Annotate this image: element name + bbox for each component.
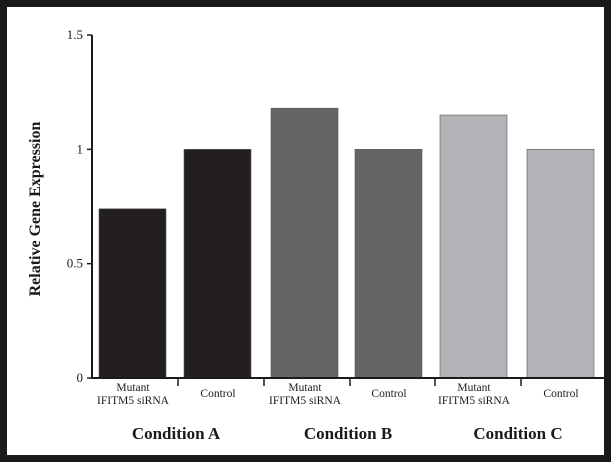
category-label: Mutant <box>457 382 491 394</box>
group-label: Condition B <box>304 424 392 443</box>
category-label: Mutant <box>116 382 150 394</box>
bar-2-1 <box>270 107 339 379</box>
bar-1-2 <box>183 149 252 379</box>
category-label: Control <box>200 388 235 400</box>
y-axis-title: Relative Gene Expression <box>27 122 44 297</box>
category-label: IFITM5 siRNA <box>438 395 511 407</box>
category-label: Mutant <box>288 382 322 394</box>
y-tick-label: 1 <box>77 141 84 156</box>
category-label: IFITM5 siRNA <box>97 395 170 407</box>
category-label: Control <box>543 388 578 400</box>
y-tick-label: 0.5 <box>67 256 83 271</box>
bar-3-1 <box>439 114 508 379</box>
category-label: Control <box>371 388 406 400</box>
y-tick-label: 1.5 <box>67 27 83 42</box>
group-label: Condition C <box>473 424 562 443</box>
category-label: IFITM5 siRNA <box>269 395 342 407</box>
bar-1-1 <box>98 208 167 379</box>
group-label: Condition A <box>132 424 221 443</box>
bar-3-2 <box>526 149 595 379</box>
bar-2-2 <box>354 149 423 379</box>
y-tick-label: 0 <box>77 370 84 385</box>
